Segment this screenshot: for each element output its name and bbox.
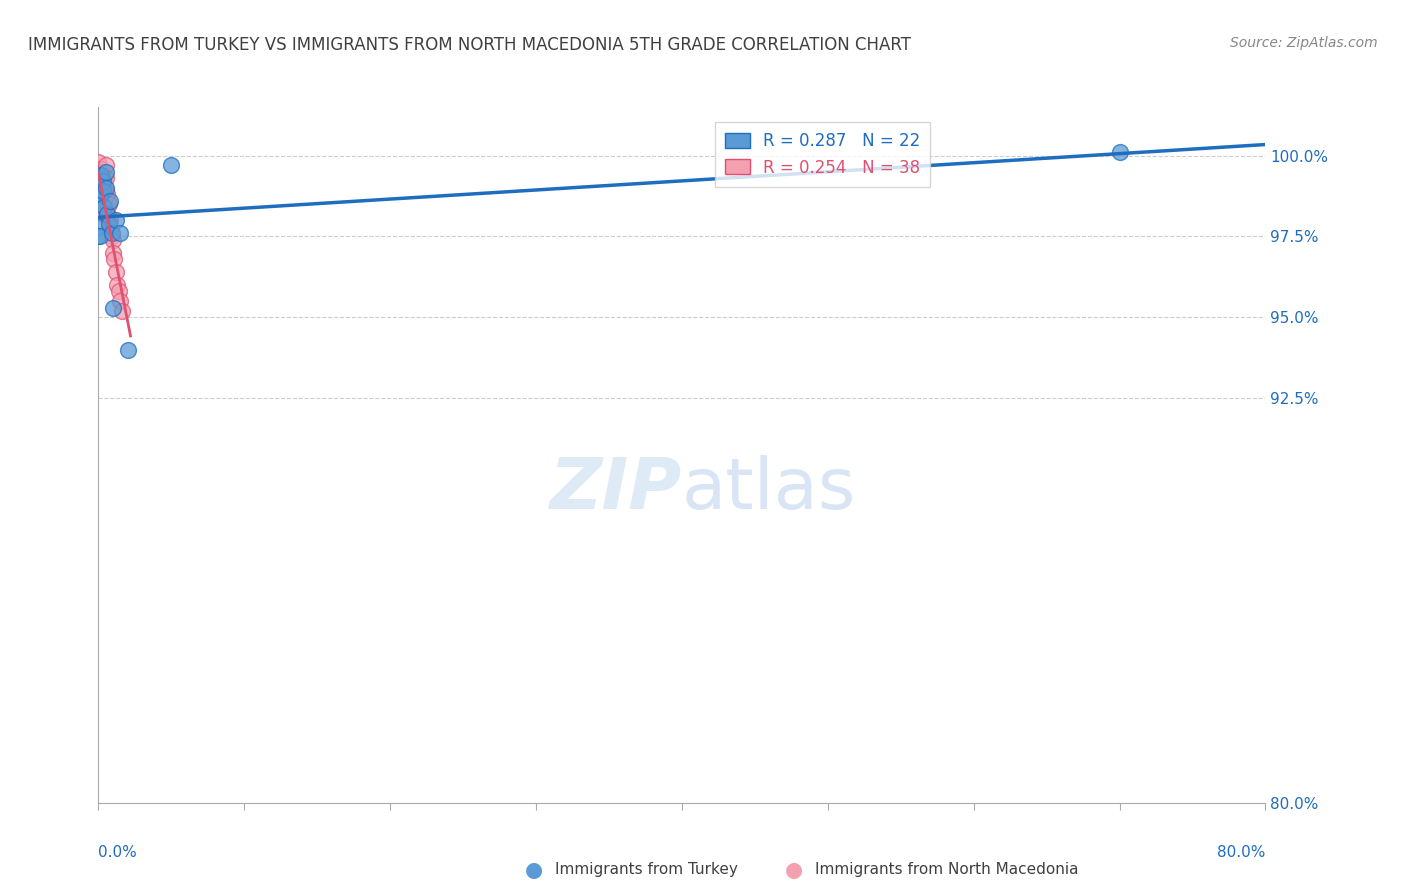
Point <box>93 171 115 186</box>
Point <box>90 161 112 176</box>
Point <box>87 187 110 202</box>
Point <box>89 197 111 211</box>
Text: atlas: atlas <box>682 455 856 524</box>
Point <box>101 233 124 247</box>
Point <box>160 158 183 172</box>
Text: Immigrants from North Macedonia: Immigrants from North Macedonia <box>815 863 1078 877</box>
Point <box>89 229 111 244</box>
Text: 80.0%: 80.0% <box>1218 845 1265 860</box>
Point <box>101 245 124 260</box>
Text: IMMIGRANTS FROM TURKEY VS IMMIGRANTS FROM NORTH MACEDONIA 5TH GRADE CORRELATION : IMMIGRANTS FROM TURKEY VS IMMIGRANTS FRO… <box>28 36 911 54</box>
Point <box>103 252 125 267</box>
Point <box>90 187 112 202</box>
Point <box>97 217 120 231</box>
Point <box>97 197 120 211</box>
Text: ●: ● <box>786 860 803 880</box>
Point <box>98 213 121 227</box>
Point <box>111 304 134 318</box>
Point <box>89 184 111 198</box>
Text: 0.0%: 0.0% <box>98 845 138 860</box>
Text: Immigrants from Turkey: Immigrants from Turkey <box>555 863 738 877</box>
Text: ●: ● <box>526 860 543 880</box>
Point <box>104 265 127 279</box>
Point <box>90 200 112 214</box>
Point <box>96 207 118 221</box>
Point <box>94 165 117 179</box>
Point <box>91 181 114 195</box>
Point <box>90 187 112 202</box>
Point <box>101 301 124 315</box>
Text: ZIP: ZIP <box>550 455 682 524</box>
Point <box>87 203 110 218</box>
Point <box>94 181 117 195</box>
Point <box>91 174 114 188</box>
Point <box>1108 145 1130 160</box>
Point <box>90 168 112 182</box>
Point <box>93 184 115 198</box>
Point <box>87 181 110 195</box>
Point <box>90 174 112 188</box>
Point <box>100 229 122 244</box>
Point <box>96 200 118 214</box>
Legend: R = 0.287   N = 22, R = 0.254   N = 38: R = 0.287 N = 22, R = 0.254 N = 38 <box>714 122 931 186</box>
Point <box>91 194 114 208</box>
Point <box>94 158 117 172</box>
Point <box>108 285 131 299</box>
Text: Source: ZipAtlas.com: Source: ZipAtlas.com <box>1230 36 1378 50</box>
Point <box>91 184 114 198</box>
Point <box>110 226 132 240</box>
Point <box>87 155 110 169</box>
Point <box>94 171 117 186</box>
Point <box>91 165 114 179</box>
Point <box>87 165 110 179</box>
Point <box>87 181 110 195</box>
Point <box>105 278 128 293</box>
Point <box>100 226 122 240</box>
Point <box>98 194 121 208</box>
Point <box>91 207 114 221</box>
Point <box>110 294 132 309</box>
Point <box>87 229 110 244</box>
Point <box>96 187 118 202</box>
Point <box>104 213 127 227</box>
Point <box>87 197 110 211</box>
Point <box>89 171 111 186</box>
Point <box>98 223 121 237</box>
Point <box>87 219 110 234</box>
Point <box>117 343 139 357</box>
Point <box>97 210 120 224</box>
Point <box>87 174 110 188</box>
Point <box>87 197 110 211</box>
Point <box>94 184 117 198</box>
Point <box>93 200 115 214</box>
